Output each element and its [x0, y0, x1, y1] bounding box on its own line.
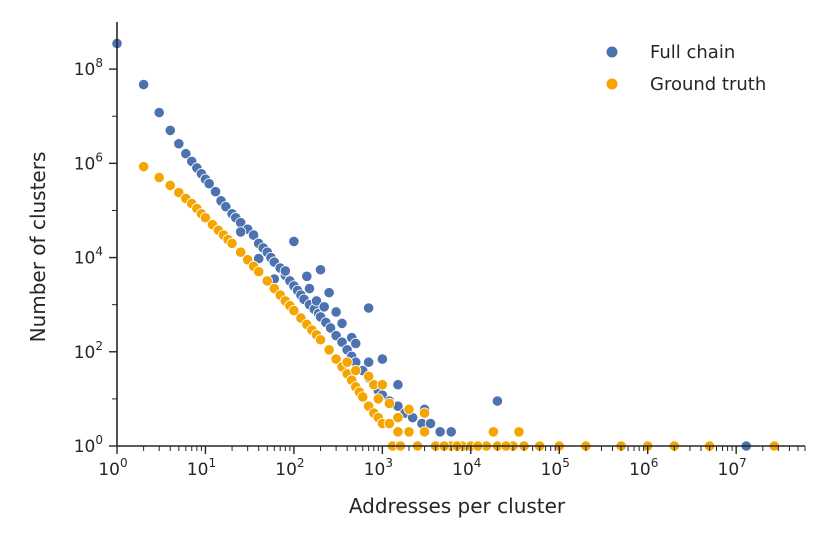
x-tick-label: 102 — [275, 456, 304, 480]
point-ground-truth-72 — [383, 397, 395, 410]
x-tick-label: 107 — [718, 456, 747, 480]
point-ground-truth-17 — [253, 266, 265, 278]
point-full-chain-69 — [279, 265, 291, 277]
point-ground-truth-68 — [513, 426, 525, 438]
point-full-chain-57 — [314, 264, 327, 276]
point-full-chain-59 — [376, 353, 388, 365]
point-ground-truth-77 — [341, 356, 353, 368]
legend: Full chain Ground truth — [606, 42, 766, 95]
point-ground-truth-79 — [392, 412, 404, 424]
y-tick-label: 104 — [74, 245, 103, 269]
point-full-chain-52 — [424, 417, 437, 430]
point-ground-truth-44 — [418, 426, 431, 438]
point-full-chain-75 — [363, 356, 375, 368]
point-ground-truth-36 — [357, 391, 369, 403]
point-full-chain-71 — [310, 295, 323, 307]
point-full-chain-67 — [253, 253, 265, 265]
point-full-chain-73 — [336, 317, 348, 330]
point-ground-truth-1 — [153, 171, 165, 184]
legend-marker-ground-truth — [606, 78, 618, 90]
point-ground-truth-30 — [330, 353, 342, 365]
point-full-chain-53 — [434, 426, 446, 438]
x-tick-label: 106 — [629, 456, 658, 480]
point-ground-truth-41 — [383, 417, 395, 430]
point-ground-truth-78 — [372, 393, 384, 405]
point-full-chain-56 — [288, 235, 300, 248]
x-tick-label: 101 — [187, 456, 216, 480]
point-full-chain-66 — [235, 226, 247, 238]
x-tick-label: 104 — [452, 456, 481, 480]
y-ticks: 100 102 104 106 108 — [74, 56, 117, 457]
point-full-chain-60 — [301, 270, 313, 282]
x-ticks: 100 101 102 103 104 105 106 107 — [98, 446, 806, 480]
point-full-chain-54 — [445, 426, 457, 438]
point-full-chain-58 — [363, 302, 375, 314]
point-ground-truth-71 — [376, 379, 388, 391]
point-full-chain-74 — [350, 337, 362, 350]
x-tick-label: 103 — [364, 456, 393, 480]
point-ground-truth-18 — [261, 275, 273, 287]
point-ground-truth-43 — [403, 426, 415, 438]
point-full-chain-2 — [153, 106, 165, 119]
point-ground-truth-14 — [235, 246, 247, 258]
point-full-chain-38 — [336, 336, 348, 348]
y-tick-label: 108 — [74, 56, 103, 80]
y-tick-label: 102 — [74, 339, 103, 363]
point-ground-truth-73 — [403, 403, 415, 415]
point-full-chain-61 — [323, 287, 335, 299]
point-full-chain-72 — [318, 301, 330, 313]
point-full-chain-11 — [209, 186, 222, 198]
point-ground-truth-0 — [138, 161, 150, 173]
point-ground-truth-23 — [288, 304, 300, 317]
point-full-chain-62 — [330, 306, 342, 318]
point-ground-truth-13 — [226, 237, 238, 249]
point-ground-truth-8 — [199, 212, 212, 224]
legend-marker-full-chain — [606, 46, 618, 58]
point-full-chain-18 — [247, 229, 260, 241]
point-full-chain-10 — [203, 178, 215, 190]
point-ground-truth-74 — [418, 407, 431, 419]
point-ground-truth-76 — [350, 364, 362, 377]
x-axis-title: Addresses per cluster — [349, 494, 566, 518]
point-ground-truth-28 — [314, 334, 327, 346]
y-axis-title: Number of clusters — [26, 152, 50, 343]
point-full-chain-3 — [164, 124, 176, 136]
legend-label-ground-truth: Ground truth — [650, 74, 766, 95]
legend-label-full-chain: Full chain — [650, 42, 735, 63]
point-full-chain-70 — [303, 282, 316, 295]
point-full-chain-64 — [491, 395, 504, 407]
point-full-chain-76 — [392, 379, 404, 391]
point-ground-truth-2 — [164, 179, 176, 192]
point-ground-truth-29 — [323, 344, 335, 356]
point-full-chain-13 — [220, 201, 232, 213]
y-tick-label: 100 — [74, 433, 103, 457]
point-full-chain-1 — [138, 78, 150, 91]
points-layer — [111, 37, 780, 452]
point-full-chain-5 — [180, 148, 192, 160]
y-tick-label: 106 — [74, 150, 103, 174]
point-full-chain-36 — [325, 322, 337, 334]
point-ground-truth-69 — [487, 426, 499, 438]
x-tick-label: 105 — [541, 456, 570, 480]
x-tick-label: 100 — [98, 456, 127, 480]
point-ground-truth-42 — [392, 426, 404, 438]
point-ground-truth-75 — [363, 370, 375, 383]
point-full-chain-4 — [173, 138, 185, 150]
